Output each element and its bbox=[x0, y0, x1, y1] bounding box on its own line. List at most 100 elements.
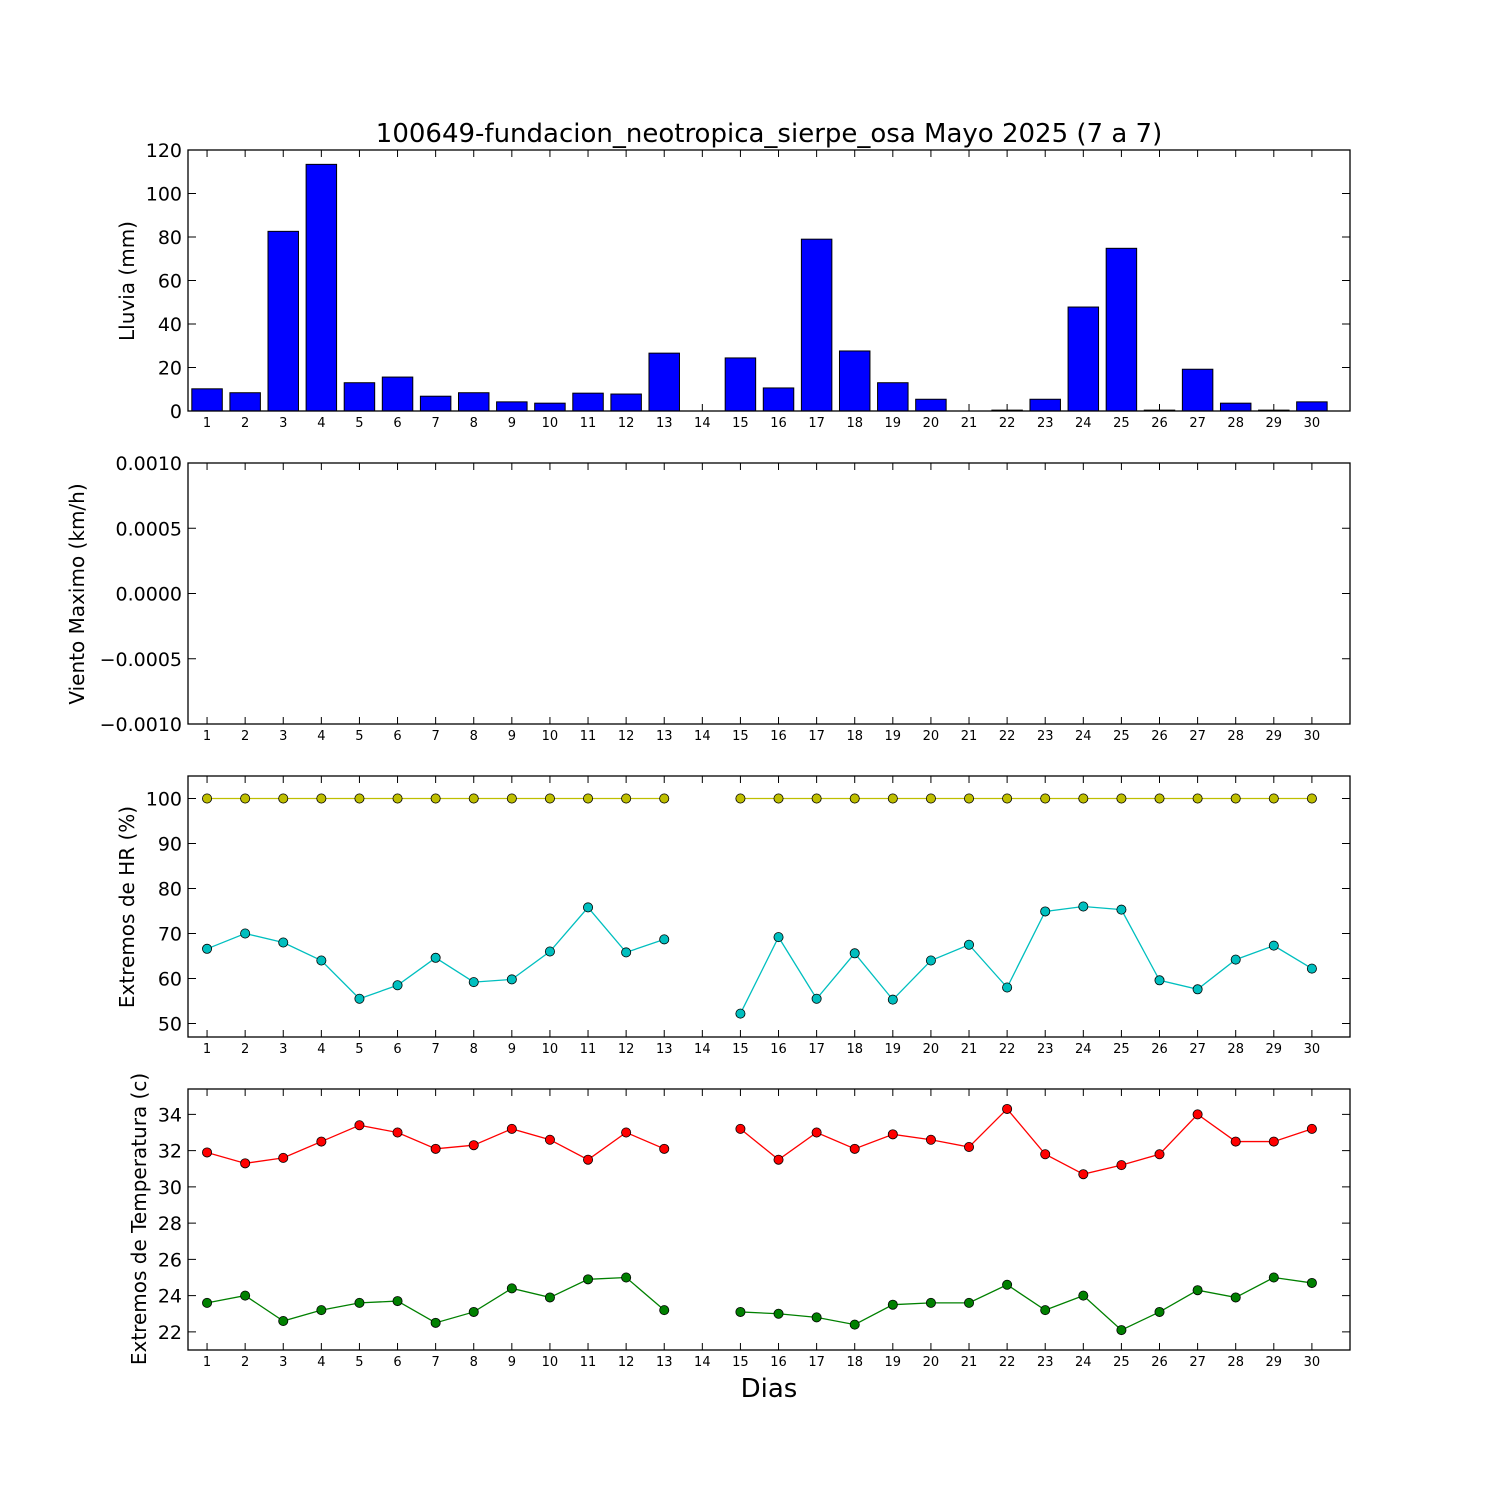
hr-series-1-point-day-1 bbox=[202, 943, 213, 954]
hr-series-0-point-day-1 bbox=[202, 793, 213, 804]
rain-xtick-label: 13 bbox=[656, 416, 673, 431]
hr-xtick-label: 11 bbox=[580, 1042, 597, 1057]
temp-xtick-label: 16 bbox=[770, 1355, 787, 1370]
hr-series-1-point-day-3 bbox=[278, 937, 289, 948]
hr-series-1-point-day-13 bbox=[659, 934, 670, 945]
temp-xtick-label: 21 bbox=[961, 1355, 978, 1370]
wind-xtick-label: 28 bbox=[1227, 729, 1244, 744]
rain-bar-day-3 bbox=[267, 230, 299, 412]
temp-series-0-point-day-11 bbox=[583, 1154, 594, 1165]
temp-ytick-label: 24 bbox=[158, 1286, 182, 1308]
hr-xtick-label: 5 bbox=[355, 1042, 363, 1057]
temp-xtick-label: 13 bbox=[656, 1355, 673, 1370]
wind-xtick-label: 14 bbox=[694, 729, 711, 744]
temp-ytick-label: 26 bbox=[158, 1249, 182, 1271]
hr-series-1-point-day-9 bbox=[506, 974, 517, 985]
temp-series-1-point-day-18 bbox=[849, 1319, 860, 1330]
temp-xtick-label: 1 bbox=[203, 1355, 211, 1370]
temp-xtick-label: 24 bbox=[1075, 1355, 1092, 1370]
temp-series-1-point-day-5 bbox=[354, 1297, 365, 1308]
hr-series-0-point-day-22 bbox=[1002, 793, 1013, 804]
rain-xtick-label: 11 bbox=[580, 416, 597, 431]
hr-series-0-point-day-11 bbox=[583, 793, 594, 804]
temp-series-0-point-day-27 bbox=[1192, 1109, 1203, 1120]
humidity-y-axis-label: Extremos de HR (%) bbox=[115, 806, 139, 1008]
temp-series-1-point-day-13 bbox=[659, 1305, 670, 1316]
rain-bar-day-4 bbox=[305, 163, 338, 412]
temp-xtick-label: 30 bbox=[1304, 1355, 1321, 1370]
temp-series-0-line bbox=[740, 1107, 1313, 1175]
temp-series-0-point-day-24 bbox=[1078, 1169, 1089, 1180]
temp-series-1-point-day-20 bbox=[925, 1297, 936, 1308]
hr-ytick-label: 100 bbox=[146, 789, 182, 811]
rain-bar-day-5 bbox=[343, 382, 376, 412]
temp-series-1-point-day-28 bbox=[1230, 1292, 1241, 1303]
temp-series-0-point-day-4 bbox=[316, 1136, 327, 1147]
hr-xtick-label: 25 bbox=[1113, 1042, 1130, 1057]
wind-ytick-label: −0.0005 bbox=[100, 649, 182, 671]
hr-series-1-point-day-26 bbox=[1154, 975, 1165, 986]
hr-xtick-label: 3 bbox=[279, 1042, 287, 1057]
rain-xtick-label: 15 bbox=[732, 416, 749, 431]
temp-ytick-label: 22 bbox=[158, 1322, 182, 1344]
temp-xtick-label: 11 bbox=[580, 1355, 597, 1370]
rain-bar-day-27 bbox=[1181, 368, 1214, 412]
hr-xtick-label: 27 bbox=[1189, 1042, 1206, 1057]
temp-xtick-label: 14 bbox=[694, 1355, 711, 1370]
temp-xtick-label: 5 bbox=[355, 1355, 363, 1370]
hr-series-1-point-day-10 bbox=[544, 946, 555, 957]
hr-xtick-label: 14 bbox=[694, 1042, 711, 1057]
temp-series-1-point-day-6 bbox=[392, 1296, 403, 1307]
temp-xtick-label: 26 bbox=[1151, 1355, 1168, 1370]
temp-series-1-point-day-7 bbox=[430, 1317, 441, 1328]
wind-xtick-label: 16 bbox=[770, 729, 787, 744]
hr-series-0-point-day-7 bbox=[430, 793, 441, 804]
hr-xtick-label: 21 bbox=[961, 1042, 978, 1057]
rain-ytick-label: 120 bbox=[146, 140, 182, 162]
temp-series-1-point-day-30 bbox=[1306, 1277, 1317, 1288]
hr-ytick-label: 60 bbox=[158, 969, 182, 991]
temp-series-0-point-day-20 bbox=[925, 1134, 936, 1145]
rain-ytick-label: 0 bbox=[170, 401, 182, 423]
temp-series-0-point-day-17 bbox=[811, 1127, 822, 1138]
hr-series-0-point-day-18 bbox=[849, 793, 860, 804]
hr-series-0-point-day-12 bbox=[621, 793, 632, 804]
temp-ytick-label: 32 bbox=[158, 1141, 182, 1163]
hr-series-0-point-day-19 bbox=[887, 793, 898, 804]
temp-series-0-point-day-1 bbox=[202, 1147, 213, 1158]
wind-xtick-label: 3 bbox=[279, 729, 287, 744]
temp-series-0-point-day-16 bbox=[773, 1154, 784, 1165]
hr-xtick-label: 4 bbox=[317, 1042, 325, 1057]
hr-ytick-label: 80 bbox=[158, 879, 182, 901]
wind-xtick-label: 1 bbox=[203, 729, 211, 744]
hr-series-0-point-day-10 bbox=[544, 793, 555, 804]
rain-bar-day-7 bbox=[419, 395, 452, 412]
wind-xtick-label: 23 bbox=[1037, 729, 1054, 744]
wind-xtick-label: 27 bbox=[1189, 729, 1206, 744]
rain-xtick-label: 21 bbox=[961, 416, 978, 431]
hr-series-1-point-day-20 bbox=[925, 955, 936, 966]
hr-xtick-label: 30 bbox=[1304, 1042, 1321, 1057]
rain-xtick-label: 14 bbox=[694, 416, 711, 431]
rain-bar-day-16 bbox=[762, 387, 795, 412]
hr-xtick-label: 17 bbox=[808, 1042, 825, 1057]
temp-xtick-label: 25 bbox=[1113, 1355, 1130, 1370]
wind-xtick-label: 22 bbox=[999, 729, 1016, 744]
wind-xtick-label: 7 bbox=[431, 729, 439, 744]
rain-xtick-label: 27 bbox=[1189, 416, 1206, 431]
hr-series-0-point-day-16 bbox=[773, 793, 784, 804]
hr-xtick-label: 16 bbox=[770, 1042, 787, 1057]
hr-series-0-point-day-8 bbox=[468, 793, 479, 804]
wind-ytick-label: −0.0010 bbox=[100, 714, 182, 736]
hr-series-0-point-day-15 bbox=[735, 793, 746, 804]
hr-series-0-point-day-23 bbox=[1040, 793, 1051, 804]
temp-xtick-label: 27 bbox=[1189, 1355, 1206, 1370]
rain-xtick-label: 3 bbox=[279, 416, 287, 431]
hr-series-1-point-day-5 bbox=[354, 993, 365, 1004]
wind-xtick-label: 24 bbox=[1075, 729, 1092, 744]
rain-bar-day-28 bbox=[1219, 402, 1252, 412]
hr-series-1-point-day-7 bbox=[430, 952, 441, 963]
temp-series-1-point-day-1 bbox=[202, 1297, 213, 1308]
hr-series-0-point-day-6 bbox=[392, 793, 403, 804]
